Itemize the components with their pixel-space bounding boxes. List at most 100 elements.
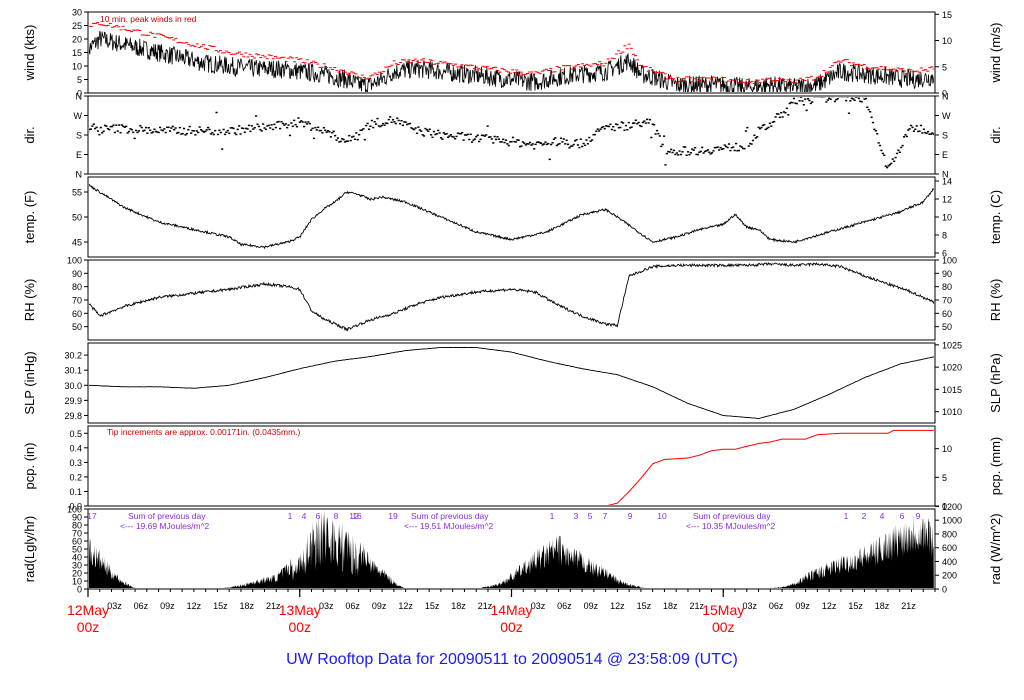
dir-point — [907, 129, 910, 131]
dir-point — [202, 131, 205, 133]
dir-point — [641, 121, 644, 124]
dir-point — [836, 97, 839, 100]
dir-point — [756, 136, 759, 138]
time-tick-label: 06z — [345, 601, 360, 611]
day-time-label: 00z — [712, 619, 735, 635]
y-axis-label: wind (kts) — [22, 25, 37, 82]
dir-point — [89, 128, 91, 131]
dir-point — [526, 143, 529, 145]
dir-point — [473, 138, 476, 140]
dir-point — [785, 107, 788, 110]
dir-point — [191, 129, 194, 132]
dir-point — [734, 142, 738, 145]
dir-point — [108, 128, 111, 131]
panel-frame — [87, 342, 936, 424]
dir-point — [442, 132, 445, 134]
dir-point — [228, 132, 231, 135]
dir-point — [596, 128, 599, 130]
dir-point — [240, 127, 244, 129]
dir-point — [123, 126, 126, 128]
dir-point — [307, 121, 310, 123]
dir-point — [208, 128, 211, 131]
dir-point — [424, 127, 427, 130]
dir-point — [264, 128, 268, 131]
dir-point — [339, 140, 342, 143]
dir-point — [115, 124, 118, 126]
dir-point — [575, 139, 578, 141]
dir-point — [723, 144, 726, 146]
dir-point — [160, 129, 163, 131]
dir-point — [153, 128, 156, 131]
dir-point — [445, 132, 448, 135]
dir-point — [175, 132, 179, 134]
dir-point — [312, 137, 316, 140]
dir-point — [168, 130, 172, 132]
dir-point — [791, 101, 794, 104]
solar-marker: 9 — [916, 511, 921, 521]
dir-point — [276, 121, 279, 123]
dir-point — [401, 124, 405, 127]
y-tick-label: 0.2 — [69, 472, 82, 482]
dir-point — [821, 97, 824, 98]
y-tick-label-right: S — [942, 131, 948, 141]
dir-point — [249, 130, 252, 133]
dir-point — [478, 140, 481, 143]
dir-point — [458, 132, 461, 135]
dir-point — [634, 119, 637, 122]
dir-point — [328, 131, 331, 133]
dir-point — [462, 139, 465, 141]
dir-point — [411, 128, 414, 130]
dir-point — [342, 138, 345, 141]
dir-point — [771, 121, 774, 123]
dir-point — [157, 131, 160, 134]
dir-point — [627, 121, 630, 124]
dir-point — [398, 122, 402, 125]
y-tick-label: 45 — [72, 238, 82, 248]
dir-point — [260, 130, 263, 132]
dir-point — [89, 130, 90, 133]
dir-point — [702, 152, 705, 154]
dir-point — [420, 130, 423, 132]
dir-point — [895, 152, 899, 155]
dir-point — [195, 130, 198, 132]
dir-point — [314, 126, 317, 129]
dir-point — [343, 141, 347, 143]
time-tick-label: 06z — [134, 601, 149, 611]
panel-frame — [87, 176, 936, 258]
dir-point — [778, 116, 781, 119]
dir-point — [753, 134, 756, 137]
y-tick-label: W — [74, 111, 83, 121]
dir-point — [537, 141, 540, 143]
dir-point — [880, 149, 883, 152]
dir-point — [840, 97, 844, 98]
dir-point — [174, 127, 177, 129]
dir-point — [192, 130, 196, 132]
dir-point — [434, 133, 437, 136]
y-tick-label-right: 50 — [942, 322, 952, 332]
dir-point — [427, 130, 430, 132]
dir-point — [712, 150, 715, 152]
dir-point — [797, 97, 800, 98]
time-tick-label: 15z — [213, 601, 228, 611]
dir-point — [852, 98, 855, 100]
y-tick-label: 10 — [72, 577, 82, 587]
dir-point — [346, 140, 349, 142]
dir-point — [513, 140, 516, 143]
dir-point — [188, 125, 191, 128]
dir-point — [613, 129, 616, 132]
dir-point — [161, 129, 165, 132]
dir-point — [293, 119, 296, 122]
y-axis-label-right: pcp. (mm) — [988, 437, 1003, 496]
dir-point — [764, 128, 767, 131]
dir-point — [247, 124, 251, 127]
dir-point — [103, 124, 107, 127]
dir-point — [696, 153, 700, 156]
dir-point — [435, 133, 438, 135]
y-tick-label: 25 — [72, 21, 82, 31]
dir-point — [877, 142, 880, 144]
y-tick-label-right: 100 — [942, 256, 957, 266]
dir-point — [638, 124, 642, 127]
dir-point — [134, 129, 138, 132]
dir-point — [713, 146, 716, 149]
dir-point — [256, 123, 259, 126]
